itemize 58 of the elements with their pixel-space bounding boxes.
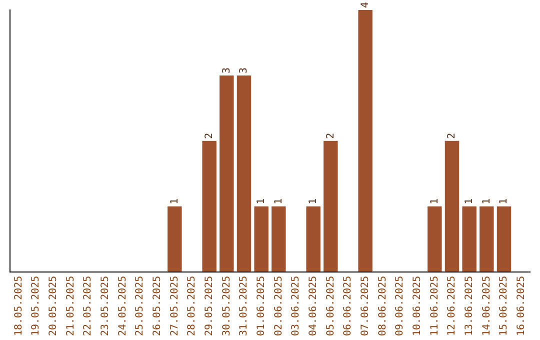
bar xyxy=(202,140,216,272)
x-tick-label: 20.05.2025 xyxy=(48,276,59,336)
x-tick-label: 05.06.2025 xyxy=(325,276,336,336)
data-label: 3 xyxy=(221,67,232,74)
data-label: 1 xyxy=(481,198,492,204)
bar xyxy=(236,75,252,272)
x-tick-label: 19.05.2025 xyxy=(30,276,42,336)
bar xyxy=(220,75,234,272)
x-tick-label: 11.06.2025 xyxy=(429,276,440,336)
x-tick-label: 06.06.2025 xyxy=(342,276,354,336)
bar xyxy=(254,206,268,272)
bar xyxy=(462,206,476,272)
data-label: 2 xyxy=(325,132,336,139)
x-tick-label: 16.06.2025 xyxy=(516,276,527,336)
bar xyxy=(444,140,460,272)
x-tick-label: 07.06.2025 xyxy=(360,276,371,336)
x-tick-label: 09.06.2025 xyxy=(394,276,406,336)
x-tick-label: 12.06.2025 xyxy=(446,276,458,336)
x-tick-label: 31.05.2025 xyxy=(238,276,250,336)
data-label: 4 xyxy=(360,2,371,8)
x-tick-label: 26.05.2025 xyxy=(152,276,163,336)
x-tick-label: 28.05.2025 xyxy=(186,276,198,336)
bar xyxy=(428,206,442,272)
x-tick-label: 15.06.2025 xyxy=(498,276,510,336)
x-tick-label: 27.05.2025 xyxy=(169,276,180,336)
x-tick-label: 24.05.2025 xyxy=(117,276,128,336)
x-tick-label: 21.05.2025 xyxy=(65,276,76,336)
x-tick-label: 04.06.2025 xyxy=(308,276,319,336)
x-tick-label: 10.06.2025 xyxy=(412,276,423,336)
x-tick-label: 14.06.2025 xyxy=(481,276,492,336)
data-label: 1 xyxy=(498,198,510,204)
x-tick-label: 08.06.2025 xyxy=(377,276,388,336)
data-label: 1 xyxy=(464,198,475,204)
bar xyxy=(480,206,494,272)
x-tick-label: 29.05.2025 xyxy=(204,276,215,336)
data-label: 2 xyxy=(204,132,215,139)
x-tick-label: 02.06.2025 xyxy=(273,276,284,336)
x-tick-label: 13.06.2025 xyxy=(464,276,475,336)
x-tick-label: 18.05.2025 xyxy=(13,276,24,336)
x-tick-label: 01.06.2025 xyxy=(256,276,267,336)
x-tick-label: 22.05.2025 xyxy=(82,276,94,336)
data-label: 1 xyxy=(169,198,180,204)
bar xyxy=(324,140,338,272)
x-tick-label: 30.05.2025 xyxy=(221,276,232,336)
bar xyxy=(358,10,372,272)
data-label: 2 xyxy=(446,132,458,139)
bar xyxy=(272,206,286,272)
bar xyxy=(168,206,182,272)
data-label: 1 xyxy=(256,198,267,204)
bar xyxy=(496,206,512,272)
data-label: 3 xyxy=(238,67,250,74)
x-tick-label: 25.05.2025 xyxy=(134,276,146,336)
data-label: 1 xyxy=(429,198,440,204)
x-tick-label: 23.05.2025 xyxy=(100,276,111,336)
bar xyxy=(306,206,320,272)
data-label: 1 xyxy=(308,198,319,204)
data-label: 1 xyxy=(273,198,284,204)
x-tick-label: 03.06.2025 xyxy=(290,276,302,336)
